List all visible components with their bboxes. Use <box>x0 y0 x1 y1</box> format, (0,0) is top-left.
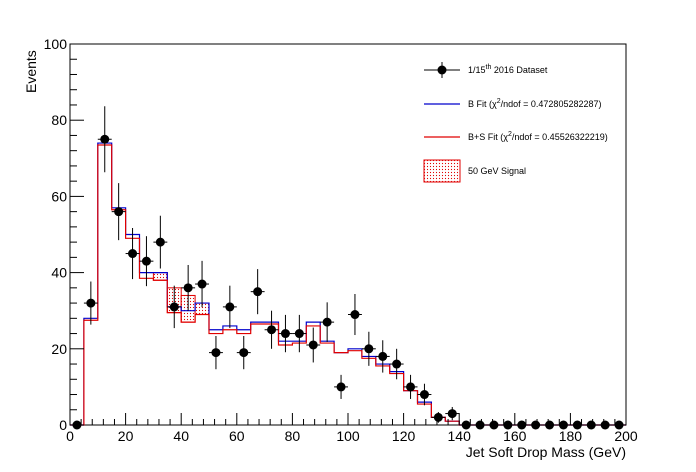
y-tick-label: 20 <box>51 341 67 357</box>
y-tick-label: 60 <box>51 188 67 204</box>
b-fit-series <box>70 142 626 426</box>
data-point <box>153 215 168 269</box>
data-point <box>222 285 237 329</box>
bs-fit-series <box>70 144 626 426</box>
x-axis-title: Jet Soft Drop Mass (GeV) <box>466 444 626 460</box>
x-tick-label: 200 <box>614 428 638 444</box>
y-tick-label: 0 <box>59 417 67 433</box>
data-point <box>403 374 418 399</box>
data-point <box>375 340 390 373</box>
data-point <box>125 227 140 280</box>
data-point <box>598 420 613 430</box>
x-tick-label: 20 <box>118 428 134 444</box>
legend-label: 50 GeV Signal <box>468 166 526 176</box>
x-tick-label: 140 <box>448 428 472 444</box>
data-point <box>542 420 557 430</box>
data-point <box>417 383 432 406</box>
x-tick-label: 100 <box>336 428 360 444</box>
legend-entry-data: 1/15th 2016 Dataset <box>424 62 548 78</box>
data-point <box>487 420 501 430</box>
b-fit-line <box>70 142 626 426</box>
data-point <box>445 406 460 421</box>
data-point <box>83 281 98 325</box>
x-tick-label: 180 <box>559 428 583 444</box>
x-tick-label: 40 <box>173 428 189 444</box>
data-point <box>431 411 446 423</box>
data-point <box>361 331 376 366</box>
y-tick-label: 80 <box>51 112 67 128</box>
legend-entry-bfit: B Fit (χ2/ndof = 0.472805282287) <box>424 98 601 109</box>
data-point <box>236 336 251 370</box>
data-point <box>278 314 293 353</box>
legend-entry-bsfit: B+S Fit (χ2/ndof = 0.45526322219) <box>424 131 608 142</box>
legend-label: B+S Fit (χ2/ndof = 0.45526322219) <box>468 131 608 142</box>
data-point <box>292 314 307 353</box>
y-tick-label: 40 <box>51 265 67 281</box>
y-tick-label: 100 <box>44 36 68 52</box>
data-point <box>473 420 487 430</box>
legend-label: 1/15th 2016 Dataset <box>468 64 548 75</box>
data-series <box>70 106 626 430</box>
data-point <box>348 293 362 336</box>
data-point <box>250 269 265 315</box>
legend-label: B Fit (χ2/ndof = 0.472805282287) <box>468 98 601 109</box>
data-point <box>306 327 321 363</box>
data-point <box>97 106 112 173</box>
legend: 1/15th 2016 Dataset B Fit (χ2/ndof = 0.47… <box>423 62 608 183</box>
data-point <box>528 420 543 430</box>
signal-bin <box>152 272 168 281</box>
data-point <box>181 264 196 311</box>
x-tick-label: 80 <box>285 428 301 444</box>
data-point <box>195 260 209 308</box>
y-axis-title: Events <box>23 50 39 93</box>
x-tick-label: 60 <box>229 428 245 444</box>
x-tick-label: 160 <box>503 428 527 444</box>
data-point <box>389 348 404 380</box>
data-point <box>334 374 348 399</box>
bs-fit-line <box>70 144 626 426</box>
x-tick-label: 120 <box>392 428 416 444</box>
data-point <box>209 336 223 370</box>
legend-entry-signal: 50 GeV Signal <box>423 159 526 183</box>
data-point <box>111 183 126 241</box>
data-point <box>139 236 154 287</box>
data-point <box>167 285 182 329</box>
x-tick-label: 0 <box>66 428 74 444</box>
y-axis: 0 20 40 60 80 100 <box>44 36 84 433</box>
data-point <box>584 420 599 430</box>
data-point <box>264 310 279 349</box>
x-axis: 0 20 40 60 80 100 120 140 160 180 200 <box>66 413 638 444</box>
data-point <box>320 302 335 342</box>
